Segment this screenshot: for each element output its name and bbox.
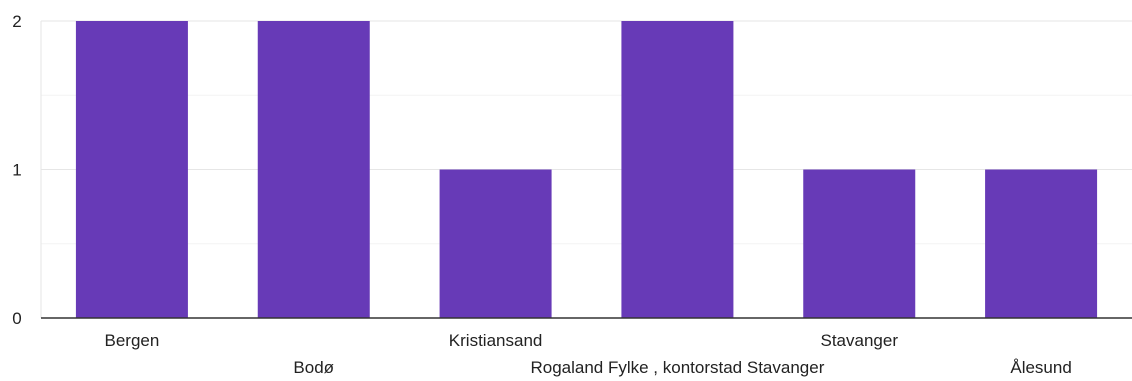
x-tick-labels: Bergen Bodø Kristiansand Rogaland Fylke , k… (105, 331, 1072, 377)
x-tick-label: Rogaland Fylke , kontorstad Stavanger (530, 358, 824, 377)
bars (75, 21, 1098, 319)
axes (40, 21, 1132, 319)
bar[interactable] (985, 169, 1098, 319)
bar[interactable] (75, 21, 188, 318)
bar[interactable] (621, 21, 734, 318)
bar[interactable] (439, 169, 552, 319)
bar[interactable] (257, 21, 370, 318)
x-tick-label: Bodø (293, 358, 334, 377)
x-tick-label: Bergen (105, 331, 160, 350)
x-tick-label: Kristiansand (449, 331, 543, 350)
y-tick-label: 1 (12, 161, 21, 180)
x-tick-label: Ålesund (1010, 358, 1071, 377)
y-tick-label: 0 (12, 309, 21, 328)
y-tick-labels: 0 1 2 (12, 12, 21, 328)
x-tick-label: Stavanger (821, 331, 899, 350)
y-tick-label: 2 (12, 12, 21, 31)
bar[interactable] (803, 169, 916, 319)
grid-lines (41, 20, 1132, 245)
